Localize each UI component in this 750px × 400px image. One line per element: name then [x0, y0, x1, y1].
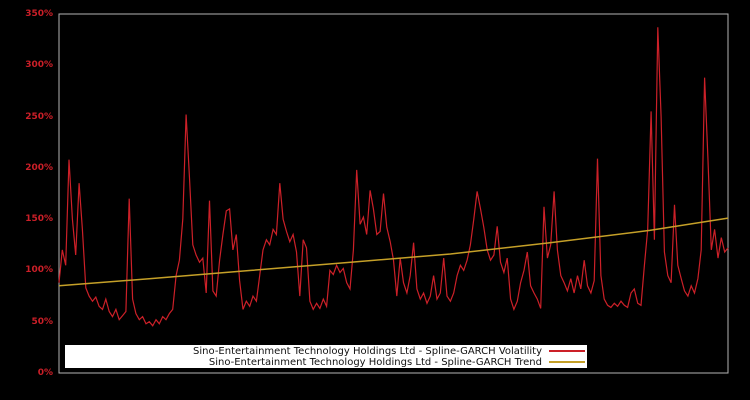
- legend-line-sample-volatility: [549, 350, 585, 352]
- y-tick-label: 50%: [31, 316, 53, 327]
- legend-entry-trend: Sino-Entertainment Technology Holdings L…: [65, 357, 587, 368]
- volatility-line: [58, 27, 729, 327]
- y-tick-label: 100%: [25, 265, 53, 276]
- y-tick-label: 350%: [25, 9, 53, 19]
- legend-label-volatility: Sino-Entertainment Technology Holdings L…: [193, 345, 542, 357]
- trend-line: [58, 217, 729, 287]
- legend: Sino-Entertainment Technology Holdings L…: [65, 345, 587, 368]
- y-tick-label: 150%: [25, 214, 53, 225]
- y-tick-label: 250%: [25, 111, 53, 122]
- y-axis: 0% 50% 100% 150% 200% 250% 300% 350%: [0, 0, 55, 400]
- legend-entry-volatility: Sino-Entertainment Technology Holdings L…: [65, 346, 587, 357]
- legend-label-trend: Sino-Entertainment Technology Holdings L…: [208, 356, 542, 368]
- plot-border: [58, 13, 729, 374]
- y-tick-label: 0%: [37, 368, 53, 378]
- y-tick-label: 300%: [25, 60, 53, 71]
- y-tick-label: 200%: [25, 162, 53, 173]
- legend-line-sample-trend: [549, 361, 585, 363]
